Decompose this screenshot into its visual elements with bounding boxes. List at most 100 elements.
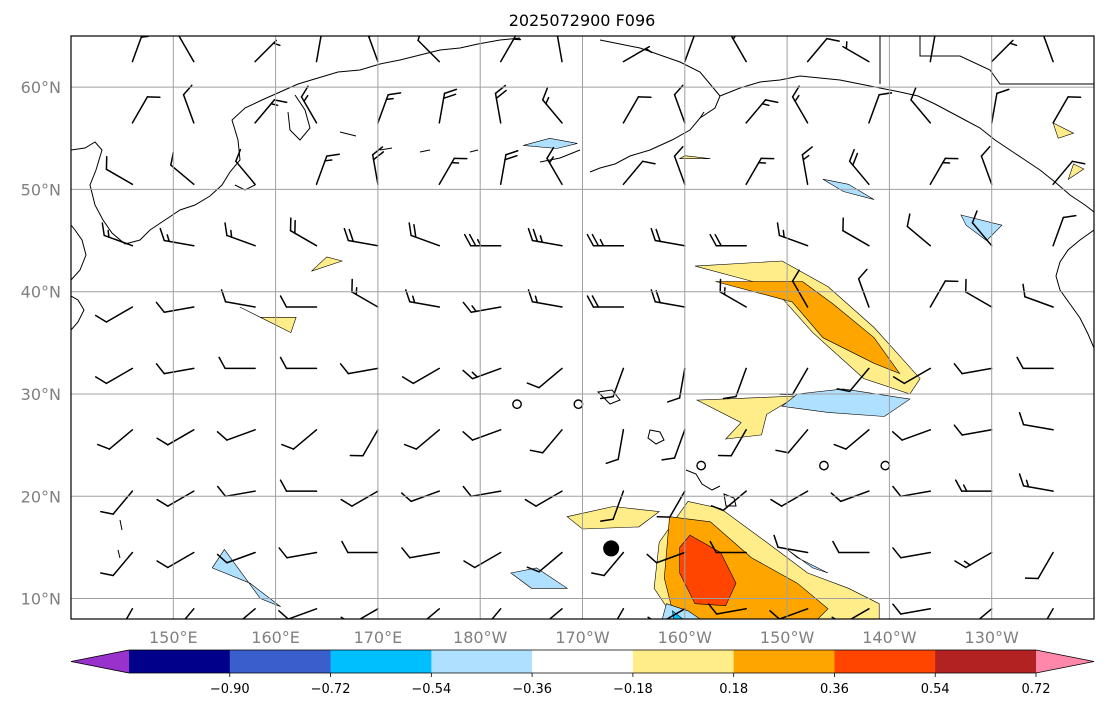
wind-barb [892, 603, 932, 615]
colorbar-extend-low [71, 650, 129, 673]
wind-barb [224, 222, 256, 247]
wind-barb [100, 551, 134, 577]
wind-barb [717, 429, 747, 457]
wind-barb [1018, 473, 1054, 492]
wind-barb [105, 156, 134, 186]
wind-barb [408, 222, 441, 247]
wind-barb [891, 429, 932, 441]
wind-barb [622, 45, 653, 63]
colorbar [70, 649, 1095, 674]
wind-barb [953, 363, 993, 375]
wind-barb [709, 233, 747, 247]
wind-barb [499, 36, 522, 63]
wind-barb [401, 547, 441, 559]
wind-barb [349, 429, 379, 457]
wind-barb [218, 356, 256, 370]
wind-barb [343, 227, 379, 247]
wind-barb [480, 608, 502, 619]
lon-tick-label: 130°W [965, 628, 1020, 647]
wind-barb [954, 479, 993, 492]
wind-barb [278, 608, 318, 619]
wind-barb [97, 429, 134, 450]
graticule [71, 36, 1094, 619]
wind-barb [971, 210, 993, 247]
wind-barb [155, 301, 195, 313]
wind-barb [892, 485, 932, 498]
lon-tick-label: 150°E [149, 628, 198, 647]
wind-barb [279, 479, 318, 492]
lon-tick-label: 150°W [760, 628, 815, 647]
wind-barb [745, 99, 779, 124]
colorbar-outline [70, 649, 1095, 674]
wind-barb [1042, 36, 1054, 63]
contour-region [694, 260, 921, 395]
calm-circle [819, 460, 829, 471]
wind-barb [600, 367, 625, 400]
longitude-labels: 150°E 160°E 170°E 180°W 170°W 160°W 150°W 140°W… [149, 628, 1019, 647]
lat-tick-label: 30°N [21, 385, 61, 404]
wind-barb [722, 367, 747, 400]
wind-barb [417, 36, 441, 63]
lon-tick-label: 140°W [862, 628, 917, 647]
wind-barb [403, 429, 441, 450]
wind-barb [842, 41, 870, 63]
lon-tick-label: 170°E [354, 628, 403, 647]
wind-barb [156, 429, 195, 446]
wind-barb [300, 85, 318, 124]
wind-barb [339, 363, 379, 375]
colorbar-segment [229, 650, 332, 673]
lat-tick-label: 50°N [21, 180, 61, 199]
wind-barb [776, 222, 809, 247]
wind-barb [546, 146, 563, 186]
wind-barb [279, 295, 318, 308]
calm-circle [696, 460, 707, 471]
wind-barb [892, 367, 932, 385]
wind-barb [586, 295, 625, 308]
wind-barb [745, 157, 775, 186]
wind-barb [1052, 96, 1082, 124]
contour-region [786, 549, 829, 574]
wind-barb [1037, 608, 1054, 619]
wind-barb [656, 490, 686, 518]
wind-barb [254, 99, 288, 124]
wind-barb [173, 608, 195, 619]
colorbar-tick-label: −0.72 [311, 682, 351, 697]
wind-barb [1024, 551, 1054, 580]
wind-barb [661, 429, 686, 461]
wind-barb [254, 39, 281, 63]
lon-tick-label: 160°E [251, 628, 300, 647]
wind-barb [1018, 411, 1054, 431]
wind-barb [666, 367, 686, 403]
contour-region [695, 395, 798, 440]
wind-barb [605, 429, 625, 465]
wind-barb [524, 490, 563, 507]
wind-barb [159, 227, 195, 247]
wind-barbs [94, 36, 1086, 619]
wind-barb [650, 227, 686, 247]
wind-barb [463, 551, 502, 569]
wind-barb [591, 551, 625, 577]
colorbar-segment [330, 650, 432, 673]
colorbar-tick-label: 0.18 [719, 682, 748, 697]
wind-barb [1016, 356, 1054, 370]
wind-barb [315, 36, 323, 63]
wind-barb [929, 280, 959, 308]
wind-barb [462, 429, 502, 441]
wind-barb [462, 301, 502, 313]
wind-barb [906, 213, 932, 247]
wind-barb [719, 278, 747, 308]
contour-region [678, 155, 711, 159]
contour-region [311, 256, 344, 272]
wind-barb [1052, 160, 1086, 186]
wind-barb [116, 608, 134, 619]
wind-barb [773, 534, 809, 554]
wind-barb [438, 157, 468, 186]
wind-barb [1022, 283, 1054, 308]
colorbar-tick-label: −0.36 [512, 682, 552, 697]
wind-barb [801, 146, 813, 186]
colorbar-segment [935, 650, 1037, 673]
colorbar-segment [532, 650, 634, 673]
colorbar-segment [632, 650, 735, 673]
wind-barb [791, 269, 809, 308]
wind-barb [622, 160, 656, 186]
